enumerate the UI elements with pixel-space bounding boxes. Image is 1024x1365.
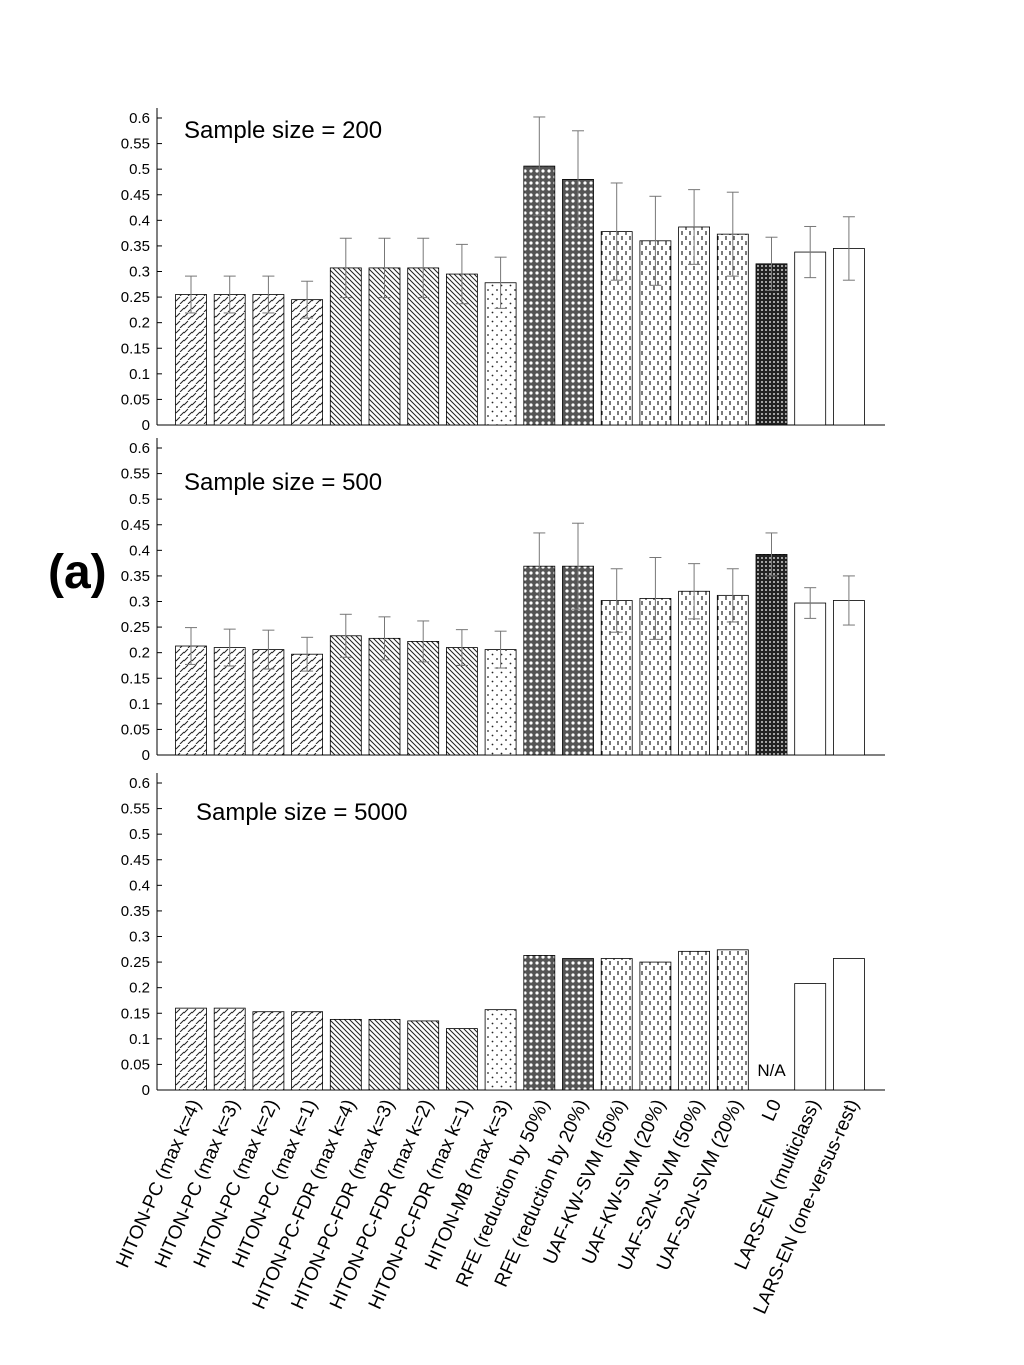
y-tick-label: 0.25 xyxy=(121,954,150,971)
y-tick-label: 0.55 xyxy=(121,136,150,153)
y-tick-label: 0.35 xyxy=(121,238,150,255)
y-tick-label: 0.4 xyxy=(129,212,150,229)
y-tick-label: 0.4 xyxy=(129,877,150,894)
chart-panel-sample-5000: Sample size = 5000 0 0.05 0.1 0.15 0.2 0.25 0.3… xyxy=(121,773,885,1099)
y-tick-label: 0.05 xyxy=(121,391,150,408)
bar xyxy=(678,950,710,1091)
x-axis-category-labels: HITON-PC (max k=4)HITON-PC (max k=3)HITO… xyxy=(112,1096,863,1317)
bar xyxy=(252,1011,285,1091)
bar xyxy=(794,602,827,756)
bar xyxy=(252,294,285,426)
chart-title: Sample size = 500 xyxy=(184,469,382,496)
y-tick-label: 0.25 xyxy=(121,619,150,636)
x-tick-label: L0 xyxy=(758,1096,786,1124)
y-tick-label: 0.05 xyxy=(121,1056,150,1073)
bar xyxy=(213,294,246,426)
y-tick-label: 0.2 xyxy=(129,980,150,997)
y-tick-label: 0.6 xyxy=(129,440,150,457)
y-tick-label: 0.05 xyxy=(121,721,150,738)
bar xyxy=(368,1018,401,1091)
y-tick-label: 0.3 xyxy=(129,594,150,611)
chart-title: Sample size = 5000 xyxy=(196,799,407,826)
y-tick-label: 0.2 xyxy=(129,315,150,332)
y-tick-label: 0.4 xyxy=(129,542,150,559)
y-tick-label: 0.55 xyxy=(121,801,150,818)
chart-panel-sample-200: Sample size = 200 0 0.05 0.1 0.15 0.2 0.25 0.3 0… xyxy=(121,108,885,434)
y-tick-label: 0.25 xyxy=(121,289,150,306)
y-tick-label: 0.3 xyxy=(129,929,150,946)
bar xyxy=(716,949,749,1091)
y-tick-label: 0 xyxy=(142,417,150,434)
y-tick-label: 0.15 xyxy=(121,1005,150,1022)
y-tick-label: 0 xyxy=(142,1082,150,1099)
chart-title: Sample size = 200 xyxy=(184,117,382,144)
bar xyxy=(175,1007,207,1091)
bar xyxy=(407,1020,440,1091)
y-tick-label: 0.6 xyxy=(129,110,150,127)
bar xyxy=(484,1009,517,1091)
bar xyxy=(600,958,633,1091)
y-tick-label: 0.3 xyxy=(129,264,150,281)
y-tick-label: 0.1 xyxy=(129,696,150,713)
bar xyxy=(175,294,207,426)
na-label: N/A xyxy=(757,1061,786,1080)
bar xyxy=(291,1011,324,1091)
bar xyxy=(639,961,672,1091)
y-tick-label: 0.1 xyxy=(129,366,150,383)
y-tick-label: 0.35 xyxy=(121,903,150,920)
panel-label: (a) xyxy=(48,546,107,599)
y-tick-label: 0.1 xyxy=(129,1031,150,1048)
bar xyxy=(445,1028,478,1091)
bar xyxy=(833,958,865,1091)
y-tick-label: 0 xyxy=(142,747,150,764)
y-tick-label: 0.45 xyxy=(121,852,150,869)
bar xyxy=(291,299,324,426)
y-tick-label: 0.45 xyxy=(121,517,150,534)
bar xyxy=(794,983,827,1091)
y-tick-label: 0.35 xyxy=(121,568,150,585)
bar xyxy=(329,1018,362,1091)
y-tick-label: 0.15 xyxy=(121,340,150,357)
y-tick-label: 0.5 xyxy=(129,161,150,178)
bar xyxy=(213,1007,246,1091)
bar xyxy=(833,600,865,756)
y-tick-label: 0.15 xyxy=(121,670,150,687)
y-tick-label: 0.6 xyxy=(129,775,150,792)
y-tick-label: 0.55 xyxy=(121,466,150,483)
bar xyxy=(523,955,556,1091)
bar xyxy=(755,554,788,756)
y-tick-label: 0.5 xyxy=(129,491,150,508)
y-tick-label: 0.5 xyxy=(129,826,150,843)
y-tick-label: 0.2 xyxy=(129,645,150,662)
chart-panel-sample-500: Sample size = 500 0 0.05 0.1 0.15 0.2 0.25 0.3 0… xyxy=(121,438,885,764)
y-tick-label: 0.45 xyxy=(121,187,150,204)
bar xyxy=(562,958,594,1091)
